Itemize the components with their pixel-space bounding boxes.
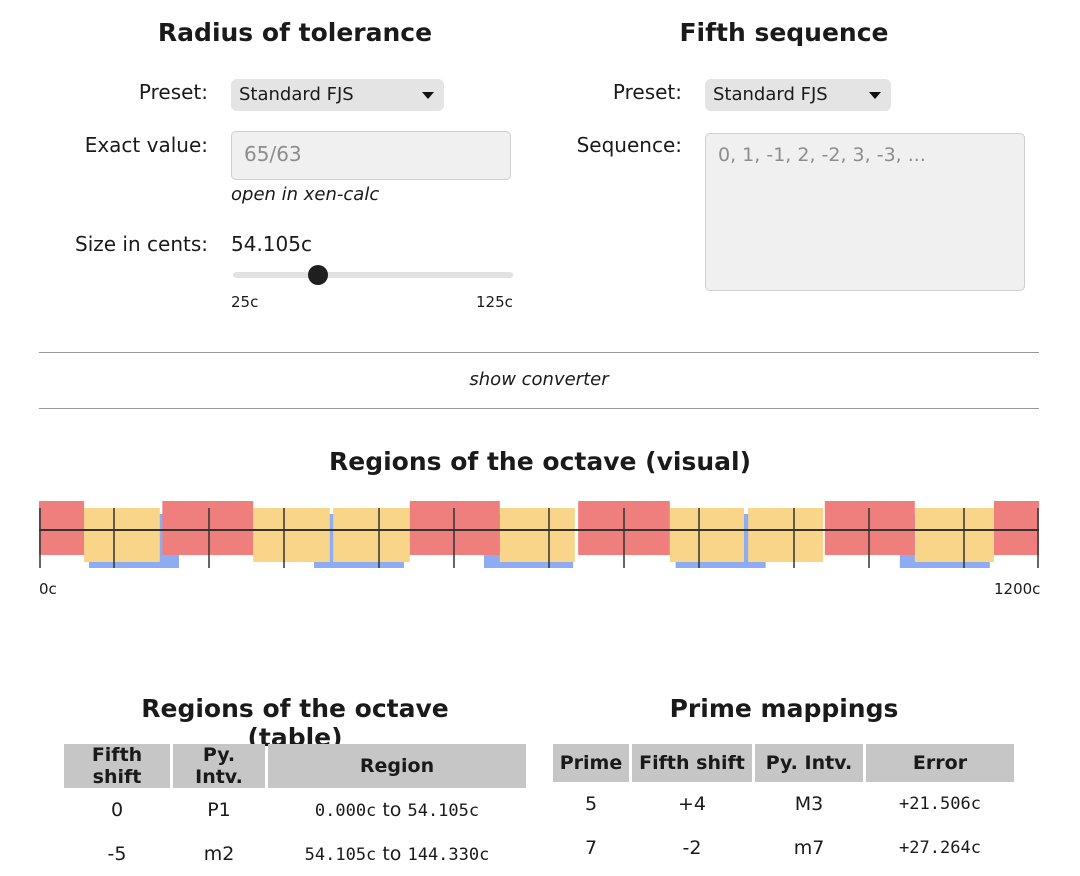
radius-preset-value: Standard FJS <box>239 84 354 105</box>
cell-py-intv: M3 <box>794 793 824 815</box>
sequence-label: Sequence: <box>576 133 682 157</box>
radius-title: Radius of tolerance <box>157 18 433 47</box>
divider-bottom <box>39 408 1039 409</box>
red-region <box>409 501 500 555</box>
prime-mappings-table: Prime Fifth shift Py. Intv. Error 5 +4 M… <box>550 744 1017 870</box>
cell-py-intv: m2 <box>203 843 235 865</box>
size-slider[interactable] <box>233 264 513 286</box>
cell-fifth-shift: +4 <box>677 793 706 815</box>
sequence-textarea[interactable]: 0, 1, -1, 2, -2, 3, -3, ... <box>705 133 1025 291</box>
table-row: 0 P1 0.000c to 54.105c <box>64 788 526 832</box>
yellow-region <box>84 508 160 562</box>
table-row: 5 +4 M3 +21.506c <box>553 782 1014 826</box>
header-error: Error <box>866 744 1014 782</box>
header-region: Region <box>268 744 526 788</box>
red-region <box>824 501 915 555</box>
size-cents-value: 54.105c <box>231 232 312 256</box>
header-py-intv: Py. Intv. <box>755 744 863 782</box>
show-converter-toggle[interactable]: show converter <box>469 369 609 390</box>
fifth-preset-select[interactable]: Standard FJS <box>705 79 891 111</box>
chevron-down-icon <box>869 92 881 99</box>
yellow-region <box>253 508 330 562</box>
exact-value-input[interactable]: 65/63 <box>231 131 511 180</box>
size-cents-label: Size in cents: <box>75 232 208 256</box>
octave-visual <box>39 501 1039 568</box>
open-xen-calc-link[interactable]: open in xen-calc <box>231 184 380 205</box>
yellow-region <box>499 508 575 562</box>
octave-end-label: 1200c <box>994 580 1041 598</box>
cell-prime: 7 <box>584 837 598 859</box>
cell-py-intv: P1 <box>207 799 231 821</box>
table-row: -5 m2 54.105c to 144.330c <box>64 832 526 876</box>
header-fifth-shift: Fifth shift <box>632 744 752 782</box>
yellow-region <box>748 508 824 562</box>
slider-thumb[interactable] <box>308 265 329 285</box>
cell-fifth-shift: -5 <box>107 843 127 865</box>
octave-start-label: 0c <box>39 580 57 598</box>
slider-min-label: 25c <box>231 293 259 311</box>
header-fifth-shift: Fifth shift <box>64 744 170 788</box>
cell-fifth-shift: -2 <box>682 837 702 859</box>
visual-title: Regions of the octave (visual) <box>329 447 751 476</box>
prime-mappings-title: Prime mappings <box>669 694 899 723</box>
table-header-row: Prime Fifth shift Py. Intv. Error <box>553 744 1014 782</box>
cell-fifth-shift: 0 <box>110 799 124 821</box>
slider-track <box>233 272 513 278</box>
cell-py-intv: m7 <box>793 837 825 859</box>
yellow-region <box>333 508 410 562</box>
fifth-sequence-title: Fifth sequence <box>679 18 889 47</box>
slider-max-label: 125c <box>476 293 513 311</box>
cell-region: 54.105c to 144.330c <box>304 843 490 865</box>
red-region <box>39 501 85 555</box>
yellow-region <box>669 508 744 562</box>
cell-prime: 5 <box>584 793 598 815</box>
red-region <box>162 501 254 555</box>
red-region <box>994 501 1039 555</box>
fifth-preset-label: Preset: <box>612 80 682 104</box>
header-py-intv: Py. Intv. <box>173 744 265 788</box>
regions-table: Fifth shift Py. Intv. Region 0 P1 0.000c… <box>61 744 529 876</box>
cell-region: 0.000c to 54.105c <box>314 799 480 821</box>
yellow-region <box>914 508 994 562</box>
divider-top <box>39 352 1039 353</box>
fifth-preset-value: Standard FJS <box>713 84 828 105</box>
chevron-down-icon <box>422 92 434 99</box>
exact-value-label: Exact value: <box>84 133 208 157</box>
table-row: 7 -2 m7 +27.264c <box>553 826 1014 870</box>
radius-preset-select[interactable]: Standard FJS <box>231 79 444 111</box>
table-header-row: Fifth shift Py. Intv. Region <box>64 744 526 788</box>
cell-error: +21.506c <box>899 794 981 814</box>
cell-error: +27.264c <box>899 838 981 858</box>
radius-preset-label: Preset: <box>138 80 208 104</box>
header-prime: Prime <box>553 744 629 782</box>
